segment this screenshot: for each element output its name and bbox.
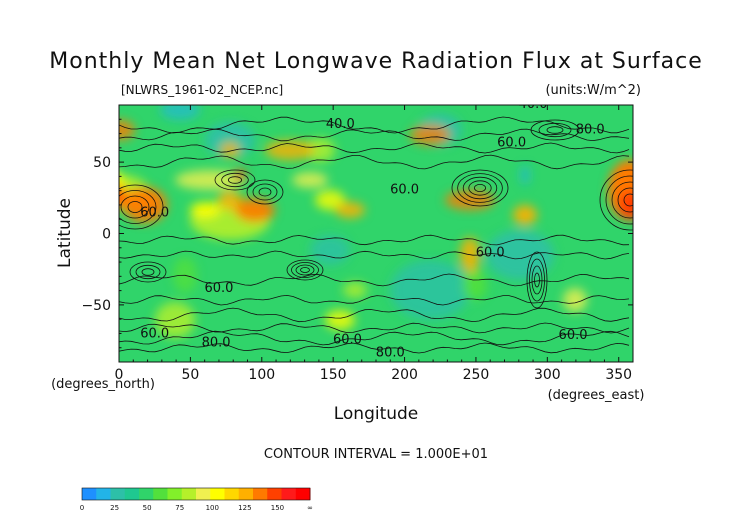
y-unit-label: (degrees_north) [51,377,155,392]
colorbar-swatch [267,488,282,500]
x-tick-label: 250 [463,367,490,383]
colorbar-swatch [238,488,254,500]
chart-subtitle: [NLWRS_1961-02_NCEP.nc] [121,83,283,97]
x-tick-label: 150 [320,367,347,383]
x-tick-label: 50 [181,367,199,383]
contour-layer [119,116,633,354]
contour-label: 60.0 [559,328,588,343]
contour-label: 60.0 [140,205,169,220]
y-axis-label: Latitude [55,198,75,268]
colorbar-swatch [167,488,183,500]
colorbar-swatch [181,488,197,500]
x-unit-label: (degrees_east) [548,388,645,403]
colorbar-tick-label: 125 [238,504,251,512]
colorbar-tick-label: 75 [175,504,184,512]
contour-label: 80.0 [202,335,231,350]
colorbar-swatch [253,488,268,500]
contour-label: 80.0 [376,345,405,360]
colorbar-tick-label: 50 [143,504,152,512]
colorbar-frame [81,487,311,501]
contour-label: 60.0 [204,281,233,296]
y-tick-label: 0 [102,227,111,243]
colorbar-tick-label: ∞ [307,504,313,512]
colorbar-swatch [153,488,168,500]
y-tick-label: 50 [93,155,111,171]
x-tick-label: 100 [248,367,275,383]
plot-area: 40.0 40.0 60.0 80.0 60.0 60.0 60.0 60.0 60.0 80.0… [119,97,633,362]
contour-label: 80.0 [576,123,605,138]
y-tick-label: −50 [81,298,111,314]
colorbar-swatch [210,488,225,500]
colorbar-tick-label: 0 [80,504,84,512]
colorbar-swatch [82,488,97,500]
contour-label: 60.0 [476,245,505,260]
contour-label-layer: 40.0 40.0 60.0 80.0 60.0 60.0 60.0 60.0 60.0 80.0… [140,97,605,360]
colorbar-tick-label: 25 [110,504,119,512]
contour-label: 60.0 [497,135,526,150]
colorbar: 0 25 50 75 100 125 150 ∞ [80,487,313,512]
colorbar-swatch [110,488,126,500]
contour-label: 40.0 [519,97,548,112]
colorbar-tick-label: 150 [271,504,284,512]
colorbar-swatch [295,488,311,500]
x-axis-label: Longitude [334,404,419,424]
contour-label: 60.0 [390,183,419,198]
contour-label: 60.0 [140,327,169,342]
colorbar-swatch [196,488,211,500]
field-layer [119,105,633,338]
x-tick-label: 300 [534,367,561,383]
colorbar-swatch [124,488,140,500]
colorbar-swatch [224,488,240,500]
x-tick-label: 350 [605,367,632,383]
colorbar-swatch [281,488,297,500]
colorbar-swatch [96,488,111,500]
contour-label: 40.0 [326,117,355,132]
x-tick-label: 0 [115,367,124,383]
colorbar-tick-label: 100 [206,504,219,512]
x-tick-label: 200 [391,367,418,383]
contour-label: 60.0 [333,332,362,347]
colorbar-swatch [139,488,154,500]
y-axis: −50 0 50 [81,118,633,349]
units-label: (units:W/m^2) [545,83,641,98]
x-axis: 0 50 100 150 200 250 300 350 [115,105,634,383]
contour-interval-text: CONTOUR INTERVAL = 1.000E+01 [264,447,488,462]
chart-title: Monthly Mean Net Longwave Radiation Flux… [49,49,703,74]
